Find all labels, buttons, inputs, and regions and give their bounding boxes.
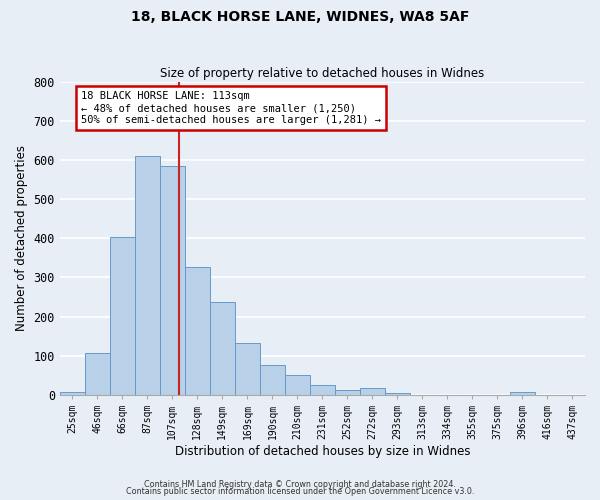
Text: 18, BLACK HORSE LANE, WIDNES, WA8 5AF: 18, BLACK HORSE LANE, WIDNES, WA8 5AF xyxy=(131,10,469,24)
X-axis label: Distribution of detached houses by size in Widnes: Distribution of detached houses by size … xyxy=(175,444,470,458)
Bar xyxy=(185,267,210,394)
Bar xyxy=(310,385,335,394)
Bar xyxy=(260,364,285,394)
Title: Size of property relative to detached houses in Widnes: Size of property relative to detached ho… xyxy=(160,66,485,80)
Text: Contains public sector information licensed under the Open Government Licence v3: Contains public sector information licen… xyxy=(126,487,474,496)
Bar xyxy=(160,166,185,394)
Bar xyxy=(210,302,235,394)
Bar xyxy=(235,342,260,394)
Text: Contains HM Land Registry data © Crown copyright and database right 2024.: Contains HM Land Registry data © Crown c… xyxy=(144,480,456,489)
Bar xyxy=(135,156,160,394)
Bar xyxy=(360,388,385,394)
Bar xyxy=(60,392,85,394)
Text: 18 BLACK HORSE LANE: 113sqm
← 48% of detached houses are smaller (1,250)
50% of : 18 BLACK HORSE LANE: 113sqm ← 48% of det… xyxy=(81,92,381,124)
Y-axis label: Number of detached properties: Number of detached properties xyxy=(15,146,28,332)
Bar xyxy=(285,375,310,394)
Bar xyxy=(110,237,135,394)
Bar xyxy=(335,390,360,394)
Bar xyxy=(510,392,535,394)
Bar xyxy=(85,353,110,395)
